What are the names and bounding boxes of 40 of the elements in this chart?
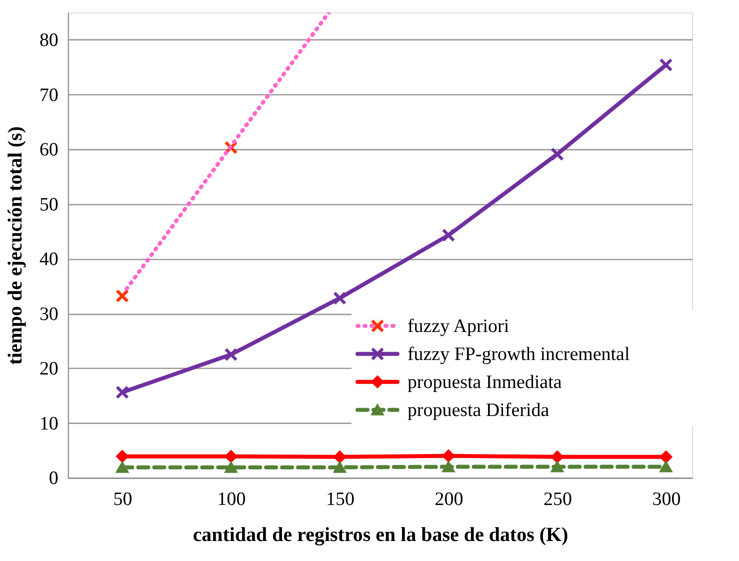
point [334, 462, 346, 473]
x-tick-label: 250 [544, 489, 572, 510]
point [550, 147, 564, 161]
point [442, 228, 456, 242]
point [116, 386, 130, 400]
point [116, 462, 129, 473]
point [224, 348, 238, 362]
point [116, 450, 129, 463]
y-tick-label: 50 [39, 194, 58, 216]
y-tick-label: 0 [48, 468, 58, 490]
x-tick-label: 200 [434, 489, 464, 510]
point [334, 450, 346, 464]
x-axis-title: cantidad de registros en la base de datos (K) [192, 524, 568, 546]
y-axis-title: tiempo de ejecución total (s) [4, 126, 26, 365]
y-tick-label: 70 [39, 84, 58, 106]
y-tick-label: 20 [39, 358, 58, 380]
x-tick-label: 150 [326, 489, 354, 510]
point [659, 58, 673, 72]
legend-label: propuesta Diferida [407, 400, 550, 421]
legend-label: fuzzy FP-growth incremental [407, 344, 630, 365]
point [116, 289, 130, 303]
point [660, 461, 672, 472]
point [550, 461, 564, 472]
point [333, 291, 346, 305]
point [442, 461, 455, 472]
point [224, 462, 238, 473]
point [442, 450, 455, 462]
y-tick-label: 40 [39, 249, 58, 270]
y-tick-label: 80 [39, 30, 58, 52]
y-tick-label: 60 [39, 140, 58, 161]
y-tick-label: 30 [39, 304, 58, 325]
point [224, 450, 238, 463]
point [550, 450, 564, 464]
x-tick-label: 100 [217, 489, 246, 510]
legend-label: fuzzy Apriori [407, 316, 510, 337]
y-tick-label: 10 [39, 413, 58, 434]
point [660, 450, 672, 464]
legend-label: propuesta Inmediata [407, 372, 562, 393]
x-tick-label: 50 [113, 489, 132, 510]
x-tick-label: 300 [652, 489, 681, 510]
